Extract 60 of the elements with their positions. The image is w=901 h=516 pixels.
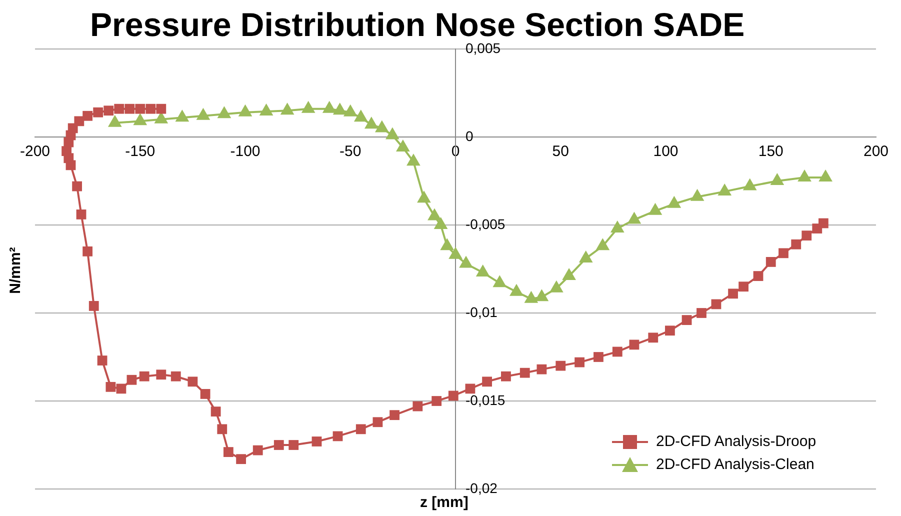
point (578, 250, 593, 262)
point (322, 100, 336, 113)
x-axis-title: z [mm] (420, 494, 468, 511)
point (108, 114, 122, 127)
x-tick-label: 150 (758, 143, 784, 160)
x-tick-label: 50 (552, 143, 569, 160)
point (217, 106, 232, 118)
point (610, 220, 624, 233)
point (396, 140, 410, 152)
y-axis-title: N/mm² (6, 247, 24, 294)
point (332, 102, 347, 115)
point (448, 246, 462, 259)
point (343, 104, 358, 116)
point (770, 173, 784, 185)
point (459, 256, 473, 268)
point (434, 217, 448, 229)
point (354, 110, 368, 122)
point (196, 108, 210, 120)
point (385, 127, 400, 140)
y-tick-label: -0,015 (466, 392, 506, 408)
point (259, 103, 274, 116)
point (562, 268, 576, 280)
legend-label: 2D-CFD Analysis-Clean (656, 456, 814, 473)
point (175, 110, 190, 122)
point (417, 190, 431, 203)
x-tick-label: 100 (653, 143, 678, 160)
point (374, 120, 389, 132)
x-tick-label: 200 (863, 143, 889, 160)
point (818, 169, 832, 182)
legend-label: 2D-CFD Analysis-Droop (656, 433, 816, 450)
point (549, 280, 564, 292)
point (742, 178, 757, 190)
point (690, 188, 704, 201)
point (492, 275, 507, 288)
point (534, 289, 549, 302)
x-tick-label: -200 (20, 143, 50, 160)
y-tick-label: 0 (466, 128, 474, 144)
y-tick-label: -0,01 (466, 304, 498, 320)
point (718, 184, 732, 196)
point (798, 169, 812, 182)
point (440, 238, 454, 250)
point (364, 116, 378, 129)
point (596, 238, 610, 250)
point (301, 100, 316, 113)
y-tick-label: -0,005 (466, 216, 506, 232)
point (406, 154, 420, 166)
point (524, 290, 538, 303)
point (428, 208, 442, 220)
point (667, 196, 682, 208)
x-tick-label: -150 (125, 143, 156, 160)
point (133, 113, 148, 126)
point (648, 202, 662, 215)
y-tick-label: -0,02 (466, 480, 498, 496)
x-tick-label: -100 (230, 143, 260, 160)
point (238, 104, 252, 116)
point (510, 284, 524, 296)
point (280, 102, 294, 115)
point (476, 264, 490, 277)
x-tick-label: -50 (340, 143, 362, 160)
point (627, 212, 642, 224)
